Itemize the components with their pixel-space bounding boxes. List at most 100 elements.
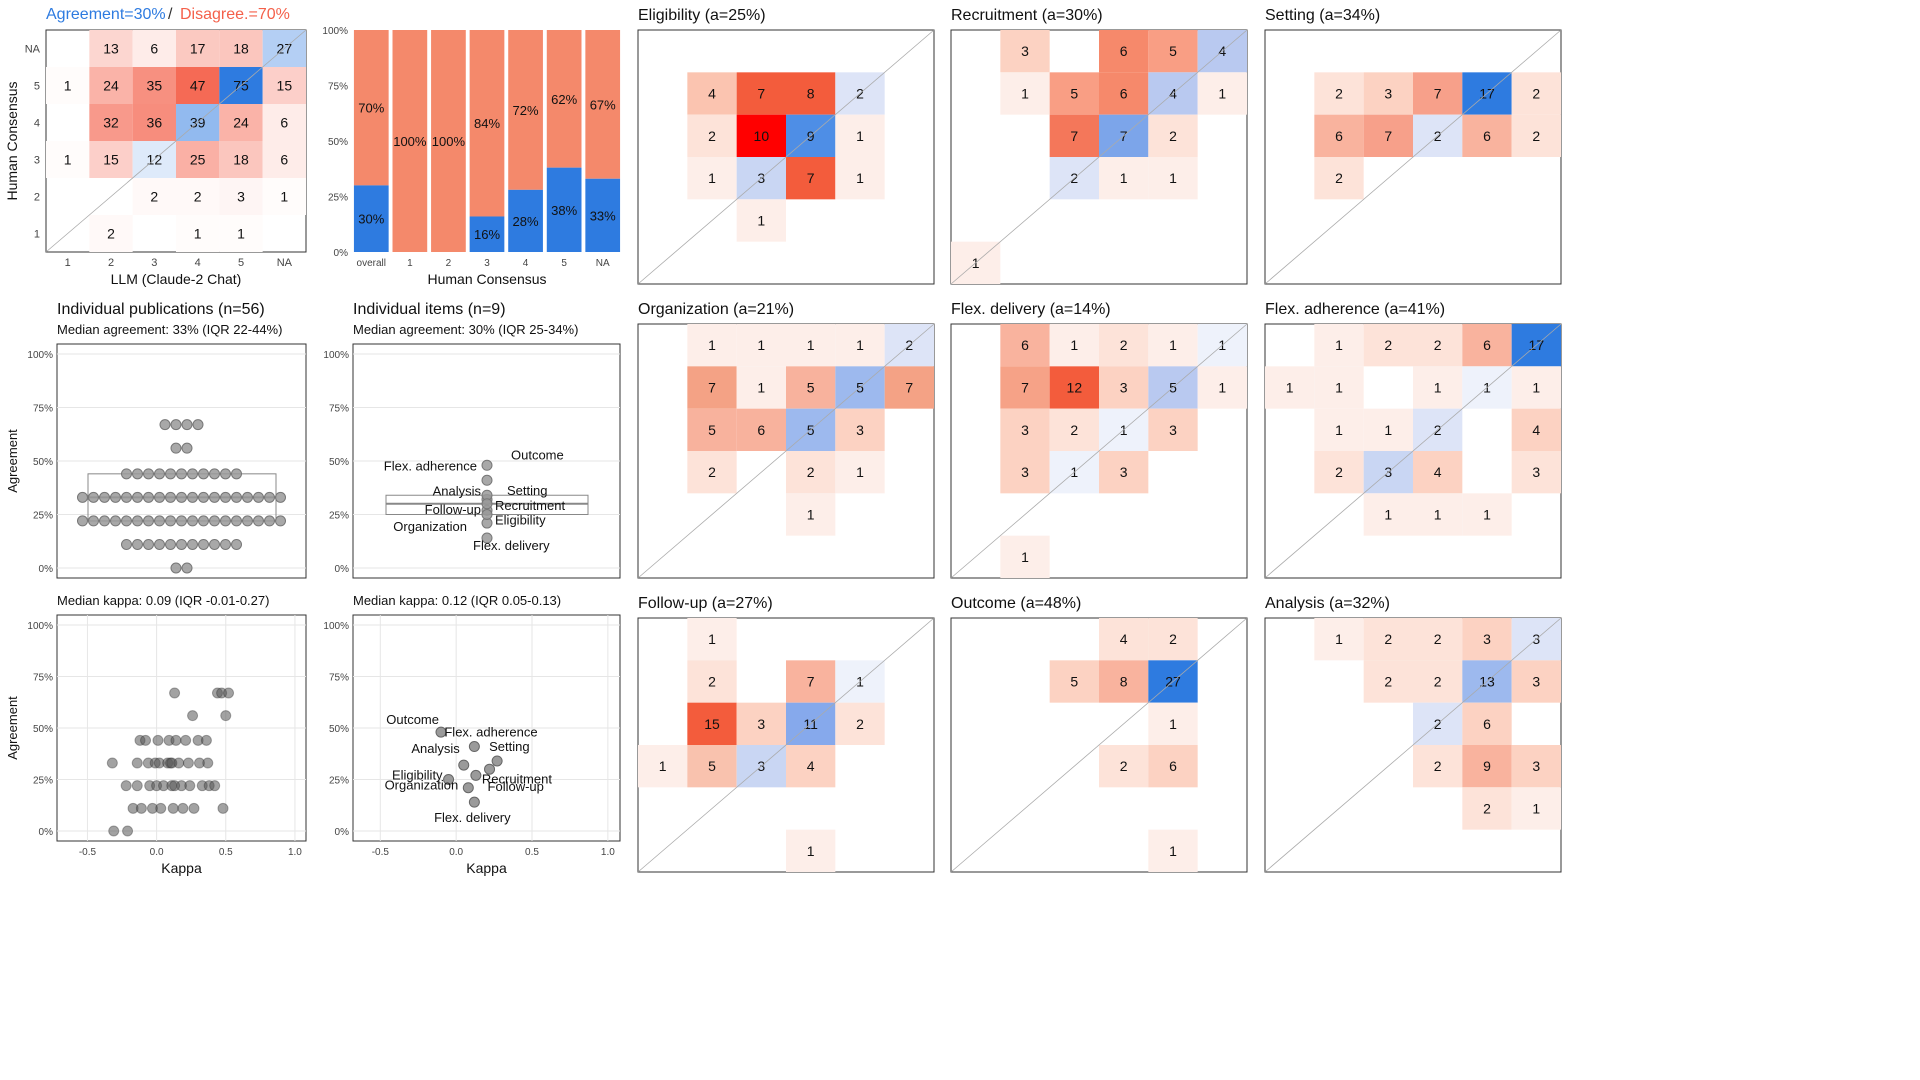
cell-label: 2 [150, 189, 158, 205]
y-tick-label: 4 [34, 118, 40, 130]
dot [200, 734, 212, 746]
dot [176, 538, 187, 550]
heatmap-cell [736, 366, 786, 409]
y-axis-label: Agreement [5, 429, 20, 493]
dot [143, 491, 154, 503]
point-label: Organization [393, 519, 467, 534]
heatmap-cell [46, 67, 90, 104]
panel-subtitle: Median kappa: 0.12 (IQR 0.05-0.13) [353, 593, 561, 608]
panel-title: Flex. adherence (a=41%) [1265, 301, 1445, 318]
heatmap-cell [786, 324, 836, 367]
disagree-label: 67% [590, 97, 616, 112]
cell-label: 7 [1021, 380, 1029, 396]
heatmap-cell [1314, 157, 1364, 200]
cell-label: 7 [807, 674, 815, 690]
dot [209, 515, 220, 527]
disagree-bar [469, 30, 505, 217]
heatmap-recruitment: Recruitment (a=30%)3654156417722111 [950, 7, 1248, 285]
heatmap-cell [1314, 451, 1364, 494]
cell-label: 1 [856, 337, 864, 353]
y-tick-label: 5 [34, 81, 40, 93]
agree-label: 16% [474, 227, 500, 242]
dot [88, 515, 99, 527]
dot [468, 796, 480, 808]
heatmap-cell [1099, 366, 1149, 409]
cell-label: 17 [190, 41, 206, 57]
heatmap-cell [1413, 745, 1463, 788]
dot [132, 491, 143, 503]
cell-label: 6 [1021, 337, 1029, 353]
x-tick-label: 1 [65, 257, 71, 269]
cell-label: 1 [1120, 170, 1128, 186]
dot [159, 419, 171, 431]
cell-label: 32 [103, 115, 119, 131]
items-kappa-panel: 0% 25% 50% 75% 100% -0.5 0.0 0.5 1.0 Median kappa… [323, 593, 621, 876]
point-label: Outcome [386, 712, 439, 727]
cell-label: 47 [190, 78, 206, 94]
y-tick-label: 0% [334, 248, 349, 259]
heatmap-cell [1049, 72, 1099, 115]
heatmap-cell [1197, 366, 1247, 409]
disagree-label: 100% [393, 134, 427, 149]
x-tick-label: 0.0 [150, 847, 164, 858]
cell-label: 1 [194, 226, 202, 242]
dot [181, 419, 193, 431]
heatmap-cell [1314, 366, 1364, 409]
cell-label: 3 [1532, 758, 1540, 774]
cell-label: 24 [233, 115, 249, 131]
heatmap-cell [132, 67, 176, 104]
cell-label: 15 [277, 78, 293, 94]
heatmap-cell [1314, 324, 1364, 367]
agree-label: 30% [358, 212, 384, 227]
heatmap-cell [687, 72, 737, 115]
cell-label: 1 [1169, 337, 1177, 353]
cell-label: 5 [1070, 674, 1078, 690]
cell-label: 7 [1384, 128, 1392, 144]
point-label: Recruitment [482, 771, 552, 786]
dot [481, 498, 493, 510]
cell-label: 1 [1434, 507, 1442, 523]
y-tick-label: 75% [33, 673, 53, 684]
heatmap-cell [1265, 366, 1315, 409]
heatmap-cell [1511, 787, 1561, 830]
x-tick-label: 3 [151, 257, 157, 269]
cell-label: 3 [237, 189, 245, 205]
cell-label: 6 [280, 115, 288, 131]
cell-label: 6 [757, 422, 765, 438]
panel-title: Eligibility (a=25%) [638, 7, 766, 24]
diagonal-line [950, 29, 1248, 285]
heatmap-cell [262, 141, 306, 178]
cell-label: 2 [1384, 631, 1392, 647]
y-tick-label: 50% [33, 724, 53, 735]
dot [180, 734, 192, 746]
dot [462, 782, 474, 794]
panel-title: Analysis (a=32%) [1265, 595, 1390, 612]
cell-label: 1 [1532, 801, 1540, 817]
y-tick-label: 25% [329, 511, 349, 522]
dot [165, 491, 176, 503]
heatmap-cell [1099, 745, 1149, 788]
dot [187, 468, 198, 480]
dot [154, 491, 165, 503]
cell-label: 7 [807, 170, 815, 186]
x-tick-label: 2 [446, 258, 452, 269]
point-label: Analysis [433, 484, 482, 499]
cell-label: 3 [1120, 380, 1128, 396]
dot [484, 763, 496, 775]
heatmap-cell [219, 104, 263, 141]
cell-label: 24 [103, 78, 119, 94]
point-label: Outcome [511, 447, 564, 462]
dot [209, 538, 220, 550]
cell-label: 2 [1070, 422, 1078, 438]
heatmap-cell [1049, 660, 1099, 703]
legend-disagree: Disagree.=70% [180, 6, 290, 23]
heatmap-cell [687, 702, 737, 745]
diagonal-line [637, 617, 935, 873]
cell-label: 4 [1120, 631, 1128, 647]
cell-label: 1 [1286, 380, 1294, 396]
dot [176, 491, 187, 503]
heatmap-cell [219, 178, 263, 215]
dot [220, 515, 231, 527]
heatmap-cell [1363, 618, 1413, 661]
x-tick-label: -0.5 [372, 847, 390, 858]
